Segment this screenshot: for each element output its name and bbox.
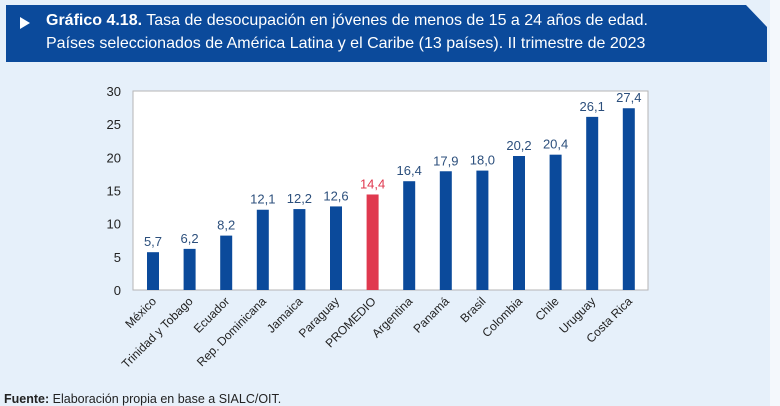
- y-tick-label: 20: [107, 150, 121, 165]
- bar-costa-rica: [622, 108, 635, 290]
- y-tick-label: 30: [107, 84, 121, 99]
- bar-jamaica: [293, 209, 306, 290]
- bar-brasil: [476, 170, 489, 290]
- chart-title-text: Tasa de desocupación en jóvenes de menos…: [146, 12, 648, 29]
- bar-promedio: [366, 194, 379, 290]
- triangle-right-icon: [20, 17, 30, 29]
- plot-area: [132, 90, 649, 291]
- data-label: 26,1: [580, 99, 605, 114]
- y-tick-label: 25: [107, 117, 121, 132]
- source-text: Elaboración propia en base a SIALC/OIT.: [52, 392, 282, 406]
- data-label: 12,6: [323, 188, 348, 203]
- data-label: 16,4: [397, 163, 422, 178]
- bar-colombia: [513, 156, 525, 290]
- bar-ecuador: [220, 235, 233, 290]
- chart-header: Gráfico 4.18. Tasa de desocupación en jó…: [6, 5, 767, 62]
- data-label: 27,4: [616, 90, 641, 105]
- bar-uruguay: [586, 116, 599, 291]
- y-tick-label: 10: [107, 217, 121, 232]
- data-label: 18,0: [470, 153, 495, 168]
- bar-argentina: [403, 181, 416, 290]
- bar-panam-: [439, 171, 452, 290]
- chart-title-line1: Gráfico 4.18. Tasa de desocupación en jó…: [46, 12, 648, 30]
- data-label: 8,2: [217, 218, 235, 233]
- bar-rep-dominicana: [256, 209, 269, 290]
- x-tick-label: Brasil: [457, 294, 488, 325]
- chart-title-line2: Países seleccionados de América Latina y…: [46, 35, 646, 52]
- y-tick-label: 5: [114, 250, 121, 265]
- x-tick-label: Rep. Dominicana: [194, 294, 269, 369]
- x-tick-label: Chile: [532, 294, 561, 323]
- data-label: 6,2: [181, 231, 199, 246]
- data-label: 20,4: [543, 137, 568, 152]
- page-edge: [770, 0, 780, 406]
- data-label: 17,9: [433, 153, 458, 168]
- bar-paraguay: [330, 206, 342, 290]
- data-label: 5,7: [144, 234, 162, 249]
- bar-trinidad-y-tobago: [183, 248, 196, 290]
- data-label: 12,1: [250, 192, 275, 207]
- bar-chile: [549, 154, 562, 290]
- data-label: 12,2: [287, 191, 312, 206]
- y-tick-label: 15: [107, 184, 121, 199]
- source-label: Fuente:: [4, 392, 50, 406]
- y-tick-label: 0: [114, 283, 121, 298]
- bar-m-xico: [147, 252, 159, 290]
- x-tick-label: Colombia: [479, 294, 525, 340]
- data-label: 14,4: [360, 176, 385, 191]
- source-note: Fuente: Elaboración propia en base a SIA…: [4, 392, 281, 406]
- chart-number: Gráfico 4.18.: [46, 12, 143, 29]
- data-label: 20,2: [506, 138, 531, 153]
- x-tick-label: Argentina: [369, 294, 415, 340]
- x-tick-label: Panamá: [410, 294, 452, 336]
